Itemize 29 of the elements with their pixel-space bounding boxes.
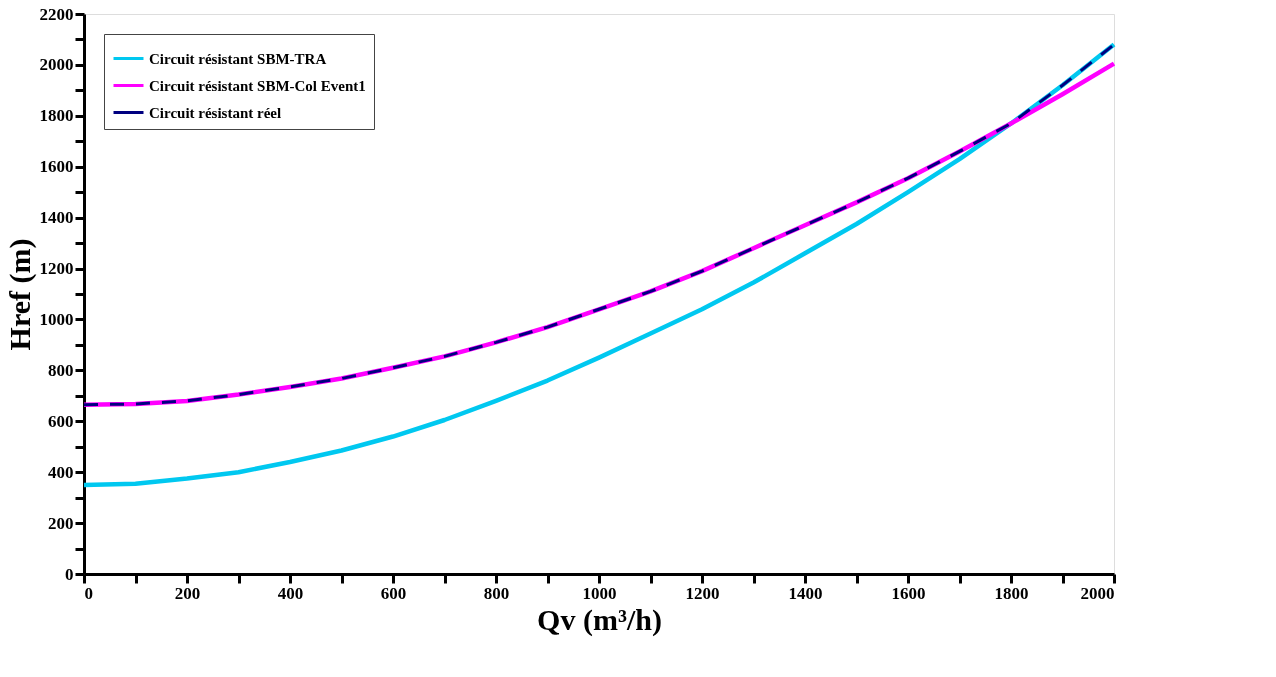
x-tick-label: 1000 xyxy=(582,583,617,603)
y-axis-title: Href (m) xyxy=(2,238,37,351)
legend-label: Circuit résistant SBM-Col Event1 xyxy=(149,77,366,94)
x-tick-label: 600 xyxy=(380,583,407,603)
x-tick-label: 0 xyxy=(84,583,93,603)
y-tick-label: 800 xyxy=(48,360,74,380)
x-tick-label: 2000 xyxy=(1080,583,1115,603)
x-tick-label: 1200 xyxy=(685,583,720,603)
x-axis-title: Qv (m³/h) xyxy=(537,602,662,637)
y-tick-label: 400 xyxy=(48,462,74,482)
y-tick-label: 1800 xyxy=(39,106,74,126)
x-tick-label: 1600 xyxy=(891,583,926,603)
y-tick-label: 1000 xyxy=(39,309,74,329)
y-tick-label: 1200 xyxy=(39,259,74,279)
x-tick-label: 1800 xyxy=(994,583,1029,603)
x-tick-label: 400 xyxy=(277,583,304,603)
y-tick-label: 600 xyxy=(48,411,74,431)
y-tick-label: 1400 xyxy=(39,208,74,228)
y-tick-label: 2000 xyxy=(39,55,74,75)
legend-label: Circuit résistant SBM-TRA xyxy=(149,50,327,67)
x-tick-label: 1400 xyxy=(788,583,823,603)
legend-label: Circuit résistant réel xyxy=(149,104,282,121)
x-tick-label: 200 xyxy=(174,583,201,603)
y-tick-label: 0 xyxy=(65,564,74,584)
y-tick-label: 2200 xyxy=(39,4,74,24)
line-series xyxy=(81,42,1117,488)
x-tick-label: 800 xyxy=(483,583,510,603)
y-tick-label: 200 xyxy=(48,513,74,533)
y-tick-label: 1600 xyxy=(39,157,74,177)
